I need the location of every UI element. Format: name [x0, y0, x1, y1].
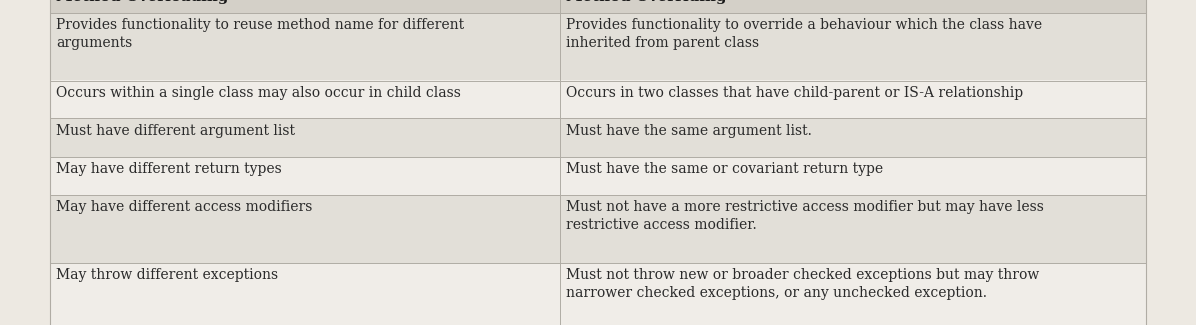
Bar — [560, 194, 1146, 263]
Text: Occurs in two classes that have child-parent or IS-A relationship: Occurs in two classes that have child-pa… — [566, 85, 1023, 99]
Bar — [560, 157, 1146, 194]
Bar — [50, 12, 560, 81]
Bar — [50, 81, 560, 119]
Text: Must have the same argument list.: Must have the same argument list. — [566, 124, 812, 137]
Text: May have different access modifiers: May have different access modifiers — [56, 200, 312, 214]
Bar — [50, 0, 560, 12]
Bar — [50, 119, 560, 157]
Bar — [560, 0, 1146, 12]
Bar — [50, 194, 560, 263]
Bar — [560, 81, 1146, 119]
Text: Method Overriding: Method Overriding — [566, 0, 726, 5]
Text: Must not have a more restrictive access modifier but may have less
restrictive a: Must not have a more restrictive access … — [566, 200, 1044, 232]
Text: Must have different argument list: Must have different argument list — [56, 124, 295, 137]
Text: Provides functionality to reuse method name for different
arguments: Provides functionality to reuse method n… — [56, 18, 464, 50]
Text: Method Overloading: Method Overloading — [56, 0, 228, 5]
Bar — [50, 263, 560, 325]
Text: Must have the same or covariant return type: Must have the same or covariant return t… — [566, 162, 883, 176]
Bar — [560, 12, 1146, 81]
Bar — [560, 263, 1146, 325]
Bar — [50, 157, 560, 194]
Text: May throw different exceptions: May throw different exceptions — [56, 267, 279, 281]
Text: Occurs within a single class may also occur in child class: Occurs within a single class may also oc… — [56, 85, 460, 99]
Text: Must not throw new or broader checked exceptions but may throw
narrower checked : Must not throw new or broader checked ex… — [566, 267, 1039, 300]
Bar — [560, 119, 1146, 157]
Text: Provides functionality to override a behaviour which the class have
inherited fr: Provides functionality to override a beh… — [566, 18, 1042, 50]
Text: May have different return types: May have different return types — [56, 162, 282, 176]
